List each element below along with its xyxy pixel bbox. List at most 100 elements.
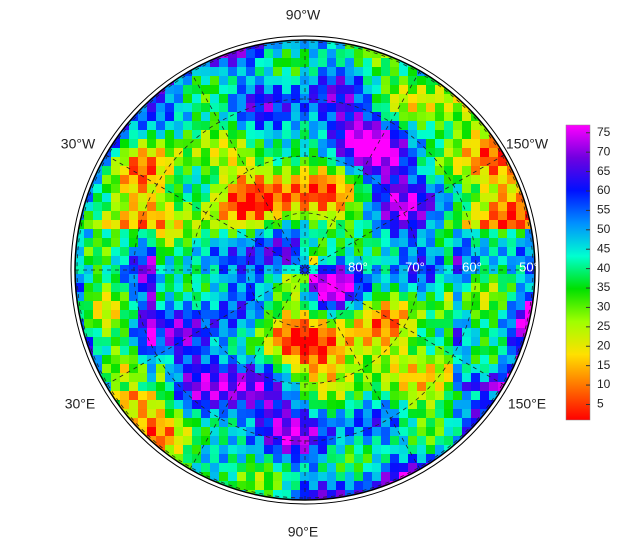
map-cell — [426, 211, 436, 221]
map-cell — [273, 364, 283, 374]
longitude-label: 30°E — [65, 396, 96, 412]
map-cell — [273, 454, 283, 464]
map-cell — [219, 157, 229, 167]
map-cell — [129, 337, 139, 347]
map-cell — [318, 85, 328, 95]
map-cell — [336, 211, 346, 221]
map-cell — [300, 58, 310, 68]
map-cell — [408, 67, 418, 77]
map-cell — [363, 148, 373, 158]
map-cell — [471, 130, 481, 140]
map-cell — [426, 94, 436, 104]
map-cell — [93, 184, 103, 194]
map-cell — [183, 274, 193, 284]
map-cell — [390, 202, 400, 212]
map-cell — [300, 481, 310, 491]
map-cell — [129, 157, 139, 167]
map-cell — [507, 310, 517, 320]
map-cell — [471, 157, 481, 167]
map-cell — [210, 94, 220, 104]
map-cell — [291, 346, 301, 356]
map-cell — [444, 283, 454, 293]
map-cell — [228, 454, 238, 464]
map-cell — [462, 112, 472, 122]
map-cell — [273, 220, 283, 230]
map-cell — [156, 346, 166, 356]
map-cell — [201, 418, 211, 428]
map-cell — [255, 202, 265, 212]
map-cell — [165, 238, 175, 248]
map-cell — [219, 58, 229, 68]
map-cell — [129, 193, 139, 203]
map-cell — [336, 436, 346, 446]
map-cell — [408, 94, 418, 104]
map-cell — [237, 229, 247, 239]
map-cell — [282, 463, 292, 473]
map-cell — [435, 382, 445, 392]
map-cell — [462, 391, 472, 401]
map-cell — [210, 418, 220, 428]
map-cell — [426, 148, 436, 158]
map-cell — [381, 166, 391, 176]
map-cell — [489, 238, 499, 248]
map-cell — [417, 472, 427, 482]
map-cell — [336, 58, 346, 68]
map-cell — [165, 121, 175, 131]
map-cell — [246, 463, 256, 473]
map-cell — [246, 373, 256, 383]
map-cell — [354, 382, 364, 392]
map-cell — [480, 400, 490, 410]
map-cell — [147, 157, 157, 167]
map-cell — [291, 283, 301, 293]
map-cell — [156, 454, 166, 464]
map-cell — [417, 85, 427, 95]
map-cell — [156, 283, 166, 293]
map-cell — [381, 148, 391, 158]
map-cell — [138, 346, 148, 356]
map-cell — [219, 220, 229, 230]
map-cell — [354, 121, 364, 131]
map-cell — [372, 319, 382, 329]
map-cell — [318, 202, 328, 212]
map-cell — [210, 337, 220, 347]
map-cell — [228, 373, 238, 383]
map-cell — [354, 130, 364, 140]
map-cell — [174, 85, 184, 95]
map-cell — [165, 400, 175, 410]
colorbar-tick-label: 20 — [597, 338, 611, 352]
map-cell — [246, 391, 256, 401]
map-cell — [309, 256, 319, 266]
map-cell — [183, 202, 193, 212]
map-cell — [390, 301, 400, 311]
map-cell — [444, 139, 454, 149]
map-cell — [516, 337, 526, 347]
map-cell — [255, 418, 265, 428]
map-cell — [93, 328, 103, 338]
map-cell — [165, 247, 175, 257]
map-cell — [264, 463, 274, 473]
map-cell — [309, 319, 319, 329]
map-cell — [453, 391, 463, 401]
map-cell — [399, 364, 409, 374]
map-cell — [471, 328, 481, 338]
map-cell — [129, 319, 139, 329]
map-cell — [165, 130, 175, 140]
map-cell — [336, 247, 346, 257]
map-cell — [129, 256, 139, 266]
map-cell — [300, 355, 310, 365]
map-cell — [102, 193, 112, 203]
map-cell — [246, 265, 256, 275]
map-cell — [174, 445, 184, 455]
map-cell — [228, 319, 238, 329]
map-cell — [228, 445, 238, 455]
map-cell — [192, 427, 202, 437]
map-cell — [372, 103, 382, 113]
map-cell — [354, 184, 364, 194]
map-cell — [246, 229, 256, 239]
map-cell — [444, 247, 454, 257]
map-cell — [264, 94, 274, 104]
map-cell — [264, 346, 274, 356]
map-cell — [183, 445, 193, 455]
map-cell — [246, 274, 256, 284]
map-cell — [120, 211, 130, 221]
